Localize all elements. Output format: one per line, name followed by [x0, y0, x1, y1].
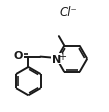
Text: +: + — [58, 52, 66, 61]
Text: O: O — [14, 51, 23, 61]
Text: Cl⁻: Cl⁻ — [60, 6, 77, 19]
Text: N: N — [52, 54, 61, 64]
